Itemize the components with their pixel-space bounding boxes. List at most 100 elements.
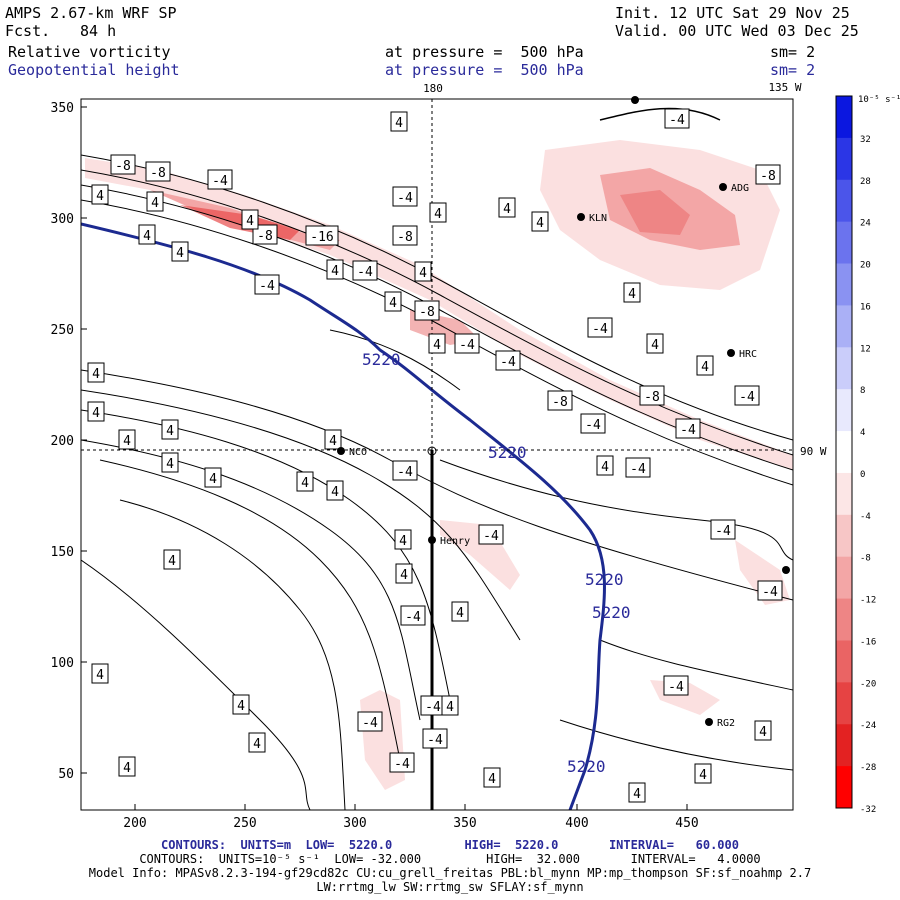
vorticity-contour-info: CONTOURS: UNITS=10⁻⁵ s⁻¹ LOW= -32.000 HI… bbox=[139, 852, 761, 866]
colorbar-label: -8 bbox=[860, 554, 871, 564]
colorbar-label: -16 bbox=[860, 637, 876, 647]
vorticity-label: 4 bbox=[428, 333, 446, 354]
vorticity-label: 4 bbox=[91, 663, 109, 684]
svg-text:-8: -8 bbox=[115, 159, 131, 174]
colorbar-swatch bbox=[836, 347, 852, 390]
vorticity-label: -4 bbox=[207, 169, 233, 190]
field1-level: at pressure = 500 hPa bbox=[385, 43, 584, 61]
vorticity-label: -4 bbox=[580, 413, 606, 434]
svg-text:-4: -4 bbox=[362, 716, 378, 731]
vorticity-label: -8 bbox=[110, 154, 136, 175]
svg-text:4: 4 bbox=[536, 216, 544, 231]
model-info-line2: LW:rrtmg_lw SW:rrtmg_sw SFLAY:sf_mynn bbox=[316, 880, 584, 894]
colorbar-swatch bbox=[836, 766, 852, 809]
vorticity-label: 4 bbox=[696, 355, 714, 376]
forecast-hours: 84 h bbox=[80, 22, 117, 40]
x-tick-label: 200 bbox=[123, 816, 146, 831]
vorticity-contours bbox=[81, 154, 793, 810]
vorticity-label: 4 bbox=[91, 184, 109, 205]
station-label-rg2: RG2 bbox=[717, 718, 735, 729]
height-label: 5220 bbox=[362, 350, 401, 369]
svg-text:4: 4 bbox=[389, 296, 397, 311]
svg-text:4: 4 bbox=[209, 472, 217, 487]
vorticity-label: -4 bbox=[254, 274, 280, 295]
colorbar-swatch bbox=[836, 431, 852, 474]
model-info: Model Info: MPASv8.2.3-194-gf29cd82c CU:… bbox=[88, 866, 812, 880]
svg-text:-4: -4 bbox=[425, 700, 441, 715]
height-label: 5220 bbox=[488, 443, 527, 462]
vorticity-label: 4 bbox=[441, 695, 459, 716]
y-tick-label: 150 bbox=[51, 545, 74, 560]
colorbar-swatch bbox=[836, 179, 852, 223]
vorticity-label: -4 bbox=[478, 524, 504, 545]
vorticity-label: 4 bbox=[146, 191, 164, 212]
plot-frame bbox=[80, 98, 794, 811]
vorticity-label: 4 bbox=[498, 197, 516, 218]
svg-text:4: 4 bbox=[400, 568, 408, 583]
station-dot bbox=[428, 536, 436, 544]
colorbar-label: 24 bbox=[860, 219, 871, 229]
vorticity-label: -4 bbox=[734, 385, 760, 406]
colorbar-swatch bbox=[836, 305, 852, 348]
vorticity-label: -8 bbox=[755, 164, 781, 185]
vorticity-label: 4 bbox=[326, 480, 344, 501]
vorticity-label: -4 bbox=[587, 317, 613, 338]
station-dot bbox=[631, 96, 639, 104]
svg-text:4: 4 bbox=[96, 668, 104, 683]
svg-text:4: 4 bbox=[434, 207, 442, 222]
vorticity-label: -4 bbox=[357, 711, 383, 732]
height-contour-5220 bbox=[81, 222, 606, 810]
colorbar-swatch bbox=[836, 221, 852, 265]
colorbar-swatch bbox=[836, 682, 852, 725]
svg-text:4: 4 bbox=[123, 761, 131, 776]
colorbar-label: 32 bbox=[860, 135, 871, 145]
vorticity-label: 4 bbox=[531, 211, 549, 232]
svg-text:4: 4 bbox=[166, 424, 174, 439]
colorbar-swatch bbox=[836, 514, 852, 558]
lon-label-90w: 90 W bbox=[800, 445, 827, 458]
svg-text:-8: -8 bbox=[257, 229, 273, 244]
colorbar-swatch bbox=[836, 724, 852, 767]
svg-text:-8: -8 bbox=[552, 395, 568, 410]
svg-text:-4: -4 bbox=[669, 113, 685, 128]
vorticity-label: 4 bbox=[694, 763, 712, 784]
svg-text:4: 4 bbox=[699, 768, 707, 783]
vorticity-label: 4 bbox=[138, 224, 156, 245]
svg-text:4: 4 bbox=[168, 554, 176, 569]
colorbar-frame bbox=[835, 95, 853, 809]
svg-text:-4: -4 bbox=[397, 465, 413, 480]
height-label: 5220 bbox=[585, 570, 624, 589]
valid-time: Valid. 00 UTC Wed 03 Dec 25 bbox=[615, 22, 859, 40]
svg-text:4: 4 bbox=[503, 202, 511, 217]
station-label-kln: KLN bbox=[589, 213, 607, 224]
vorticity-label: 4 bbox=[596, 455, 614, 476]
svg-text:4: 4 bbox=[329, 434, 337, 449]
colorbar-label: -24 bbox=[860, 721, 876, 731]
svg-text:4: 4 bbox=[96, 189, 104, 204]
colorbar-label: 20 bbox=[860, 261, 871, 271]
vorticity-label: 4 bbox=[161, 452, 179, 473]
svg-text:-8: -8 bbox=[419, 305, 435, 320]
vorticity-label: -8 bbox=[414, 300, 440, 321]
vorticity-label: 4 bbox=[87, 401, 105, 422]
field1-smoothing: sm= 2 bbox=[770, 43, 816, 61]
field2-level: at pressure = 500 hPa bbox=[385, 61, 584, 79]
station-label-nco: NCO bbox=[349, 447, 367, 458]
colorbar-label: 0 bbox=[860, 470, 865, 480]
field1-name: Relative vorticity bbox=[8, 43, 171, 61]
x-axis: 200 250 300 350 400 450 bbox=[123, 804, 699, 831]
field2-name: Geopotential height bbox=[8, 61, 180, 79]
vorticity-label: 4 bbox=[628, 782, 646, 803]
svg-text:-16: -16 bbox=[310, 230, 333, 245]
colorbar-swatch bbox=[836, 472, 852, 516]
vorticity-label: 4 bbox=[483, 767, 501, 788]
colorbar-label: 16 bbox=[860, 302, 871, 312]
y-tick-label: 50 bbox=[58, 767, 74, 782]
height-label: 5220 bbox=[592, 603, 631, 622]
colorbar-swatch bbox=[836, 96, 852, 139]
svg-text:-4: -4 bbox=[357, 265, 373, 280]
y-tick-label: 200 bbox=[51, 434, 74, 449]
x-tick-label: 450 bbox=[675, 816, 698, 831]
svg-text:-4: -4 bbox=[668, 680, 684, 695]
colorbar-label: -12 bbox=[860, 596, 876, 606]
